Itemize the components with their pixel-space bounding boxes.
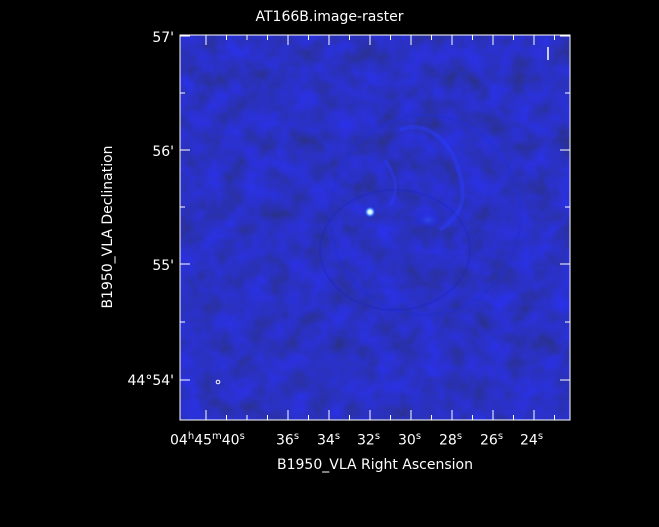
ra-tick-label: 04h45m40s 04h45m40s — [170, 431, 245, 449]
dec-tick-label: 44°54' — [127, 373, 174, 389]
y-axis-label: B1950_VLA Declination — [100, 145, 116, 309]
plot-frame — [179, 34, 571, 421]
ra-tick-label: 32s — [357, 431, 381, 449]
raster-image — [180, 35, 570, 420]
ra-tick-label: 28s — [439, 431, 463, 449]
x-axis-label: B1950_VLA Right Ascension — [277, 457, 473, 473]
dec-tick-label: 57' — [152, 30, 174, 46]
bright-source[interactable] — [364, 206, 376, 218]
dec-tick-label: 56' — [152, 144, 174, 160]
plot-title: AT166B.image-raster — [255, 9, 404, 25]
ra-tick-label: 30s — [398, 431, 422, 449]
ra-tick-label: 26s — [480, 431, 504, 449]
ra-tick-label: 24s — [520, 431, 544, 449]
ra-tick-label: 34s — [317, 431, 341, 449]
axis-ticks — [180, 35, 570, 420]
dec-tick-label: 55' — [152, 258, 174, 274]
ra-tick-label: 36s — [276, 431, 300, 449]
